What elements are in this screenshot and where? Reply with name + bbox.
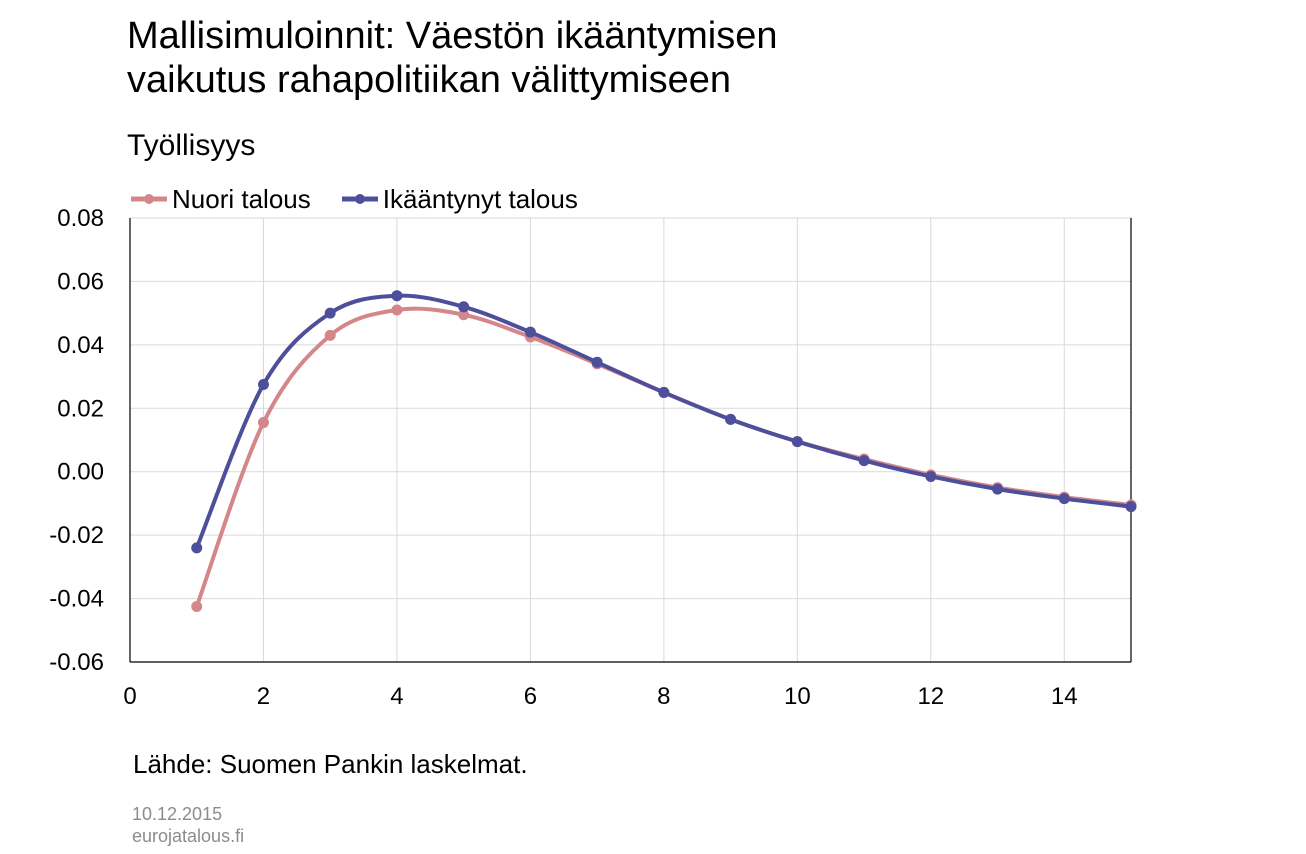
data-point-nuori: [191, 601, 203, 612]
source-note: Lähde: Suomen Pankin laskelmat.: [133, 749, 528, 779]
legend-swatch-ikaantynyt: [341, 194, 378, 204]
y-tick-label: -0.02: [49, 522, 104, 549]
data-point-ikaantynyt: [925, 470, 937, 482]
data-point-ikaantynyt: [658, 386, 670, 398]
data-point-ikaantynyt: [391, 290, 403, 302]
axes: [129, 218, 1132, 663]
footer-date: 10.12.2015: [132, 804, 223, 824]
data-point-ikaantynyt: [992, 483, 1004, 495]
x-tick-label: 6: [524, 683, 537, 710]
y-tick-label: 0.00: [57, 459, 104, 486]
data-point-ikaantynyt: [191, 542, 203, 554]
legend-label-nuori: Nuori talous: [172, 183, 311, 214]
data-point-ikaantynyt: [524, 326, 536, 338]
data-point-ikaantynyt: [791, 436, 803, 448]
series: [191, 290, 1137, 612]
footer: 10.12.2015 eurojatalous.fi: [132, 803, 244, 847]
y-tick-label: 0.04: [57, 332, 104, 359]
x-tick-label: 14: [1051, 683, 1078, 710]
data-point-ikaantynyt: [458, 301, 470, 313]
tick-labels: 0.08 0.06 0.04 0.02 0.00 -0.02 -0.04 -0.06 0 2 4 6 8…: [49, 205, 1077, 710]
data-point-ikaantynyt: [1058, 493, 1070, 505]
data-point-nuori: [257, 417, 269, 429]
data-point-nuori: [458, 309, 470, 321]
y-tick-label: 0.08: [57, 205, 104, 232]
x-tick-label: 0: [123, 683, 136, 710]
data-point-ikaantynyt: [324, 307, 336, 319]
data-point-ikaantynyt: [725, 413, 737, 425]
chart-title-line2: vaikutus rahapolitiikan välittymiseen: [127, 59, 732, 101]
y-tick-label: 0.02: [57, 395, 104, 422]
data-point-ikaantynyt: [257, 379, 269, 390]
x-tick-label: 12: [917, 683, 944, 710]
data-point-ikaantynyt: [1125, 501, 1137, 513]
footer-site: eurojatalous.fi: [132, 826, 245, 846]
x-tick-label: 8: [657, 683, 670, 710]
legend-item-nuori: Nuori talous: [130, 184, 311, 215]
x-tick-label: 10: [784, 683, 811, 710]
chart-title-line1: Mallisimuloinnit: Väestön ikääntymisen: [127, 15, 778, 57]
data-point-ikaantynyt: [591, 356, 603, 368]
plot-border: [129, 217, 1132, 663]
legend-item-ikaantynyt: Ikääntynyt talous: [341, 184, 578, 215]
data-point-ikaantynyt: [858, 455, 870, 467]
y-tick-label: -0.06: [49, 649, 104, 676]
y-tick-label: -0.04: [49, 586, 104, 613]
legend: Nuori talous Ikääntynyt talous: [130, 183, 608, 215]
chart-subtitle: Työllisyys: [127, 129, 256, 162]
data-point-nuori: [391, 304, 403, 316]
x-tick-label: 2: [257, 683, 270, 710]
data-point-nuori: [324, 329, 336, 341]
chart-title: Mallisimuloinnit: Väestön ikääntymisen v…: [127, 14, 778, 102]
grid: [129, 217, 1132, 663]
legend-label-ikaantynyt: Ikääntynyt talous: [382, 183, 578, 214]
y-tick-label: 0.06: [57, 268, 104, 295]
x-tick-label: 4: [390, 683, 403, 710]
legend-swatch-nuori: [131, 194, 167, 204]
